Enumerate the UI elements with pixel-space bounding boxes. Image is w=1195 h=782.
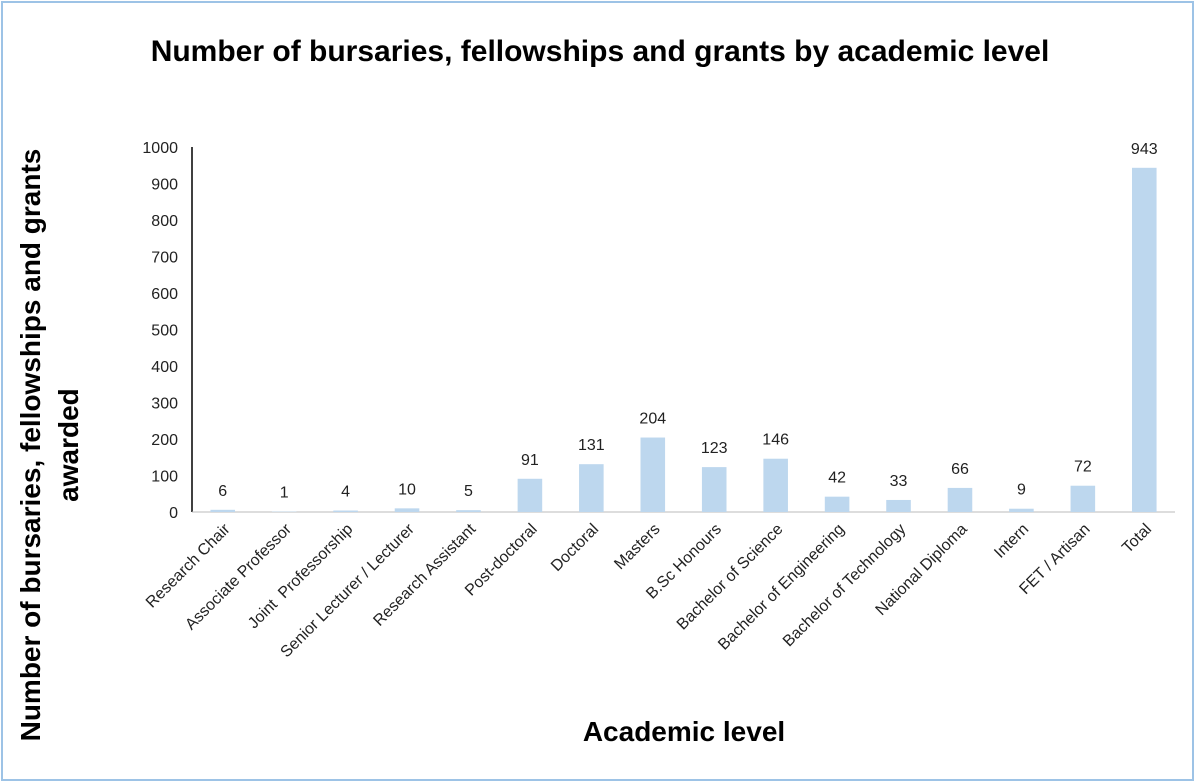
value-label: 42 xyxy=(828,470,846,487)
y-tick-label: 700 xyxy=(151,250,178,267)
value-label: 33 xyxy=(890,473,908,490)
value-label: 943 xyxy=(1131,141,1158,158)
bar xyxy=(886,499,911,512)
y-tick-label: 900 xyxy=(151,177,178,194)
bar xyxy=(1131,167,1157,512)
y-tick-label: 600 xyxy=(151,286,178,303)
y-tick-label: 400 xyxy=(151,359,178,376)
value-label: 66 xyxy=(951,461,969,478)
value-label: 131 xyxy=(578,437,605,454)
value-label: 4 xyxy=(341,484,350,501)
x-tick-label: Associate Professor xyxy=(182,520,295,633)
bar xyxy=(1070,485,1096,512)
bar xyxy=(210,509,236,512)
x-tick-label: Bachelor of Technology xyxy=(780,521,909,650)
y-tick-label: 0 xyxy=(169,505,178,522)
y-tick-label: 1000 xyxy=(142,140,178,157)
bar xyxy=(394,508,420,512)
bar xyxy=(640,437,666,512)
x-tick-label: Total xyxy=(1119,521,1155,557)
y-tick-label: 500 xyxy=(151,323,178,340)
y-tick-label: 300 xyxy=(151,396,178,413)
value-label: 72 xyxy=(1074,459,1092,476)
bar xyxy=(947,487,973,512)
x-axis-label: Academic level xyxy=(582,716,786,747)
value-label: 146 xyxy=(762,432,789,449)
bar xyxy=(1009,508,1034,512)
bar xyxy=(456,510,481,512)
x-tick-label: Research Assistant xyxy=(370,520,479,629)
x-tick-label: Joint Professorship xyxy=(245,521,356,632)
value-label: 10 xyxy=(398,481,416,498)
y-tick-label: 800 xyxy=(151,213,178,230)
bar xyxy=(763,458,788,512)
chart-title: Number of bursaries, fellowships and gra… xyxy=(150,35,1050,68)
value-label: 5 xyxy=(464,483,473,500)
y-tick-label: 100 xyxy=(151,469,178,486)
value-label: 1 xyxy=(280,485,289,502)
value-label: 123 xyxy=(701,440,728,457)
x-tick-label: Doctoral xyxy=(548,521,602,575)
bar xyxy=(517,478,543,512)
bar xyxy=(701,467,727,512)
x-tick-label: Intern xyxy=(991,521,1032,562)
value-label: 91 xyxy=(521,452,539,469)
x-tick-label: Bachelor of Engineering xyxy=(715,521,848,654)
x-tick-label: Masters xyxy=(611,521,663,573)
value-label: 6 xyxy=(218,483,227,500)
bar xyxy=(579,464,604,512)
y-tick-label: 200 xyxy=(151,432,178,449)
value-label: 204 xyxy=(639,411,666,428)
value-label: 9 xyxy=(1017,482,1026,499)
x-tick-label: Bachelor of Science xyxy=(674,521,787,634)
bar xyxy=(333,510,358,512)
bar xyxy=(824,496,850,512)
